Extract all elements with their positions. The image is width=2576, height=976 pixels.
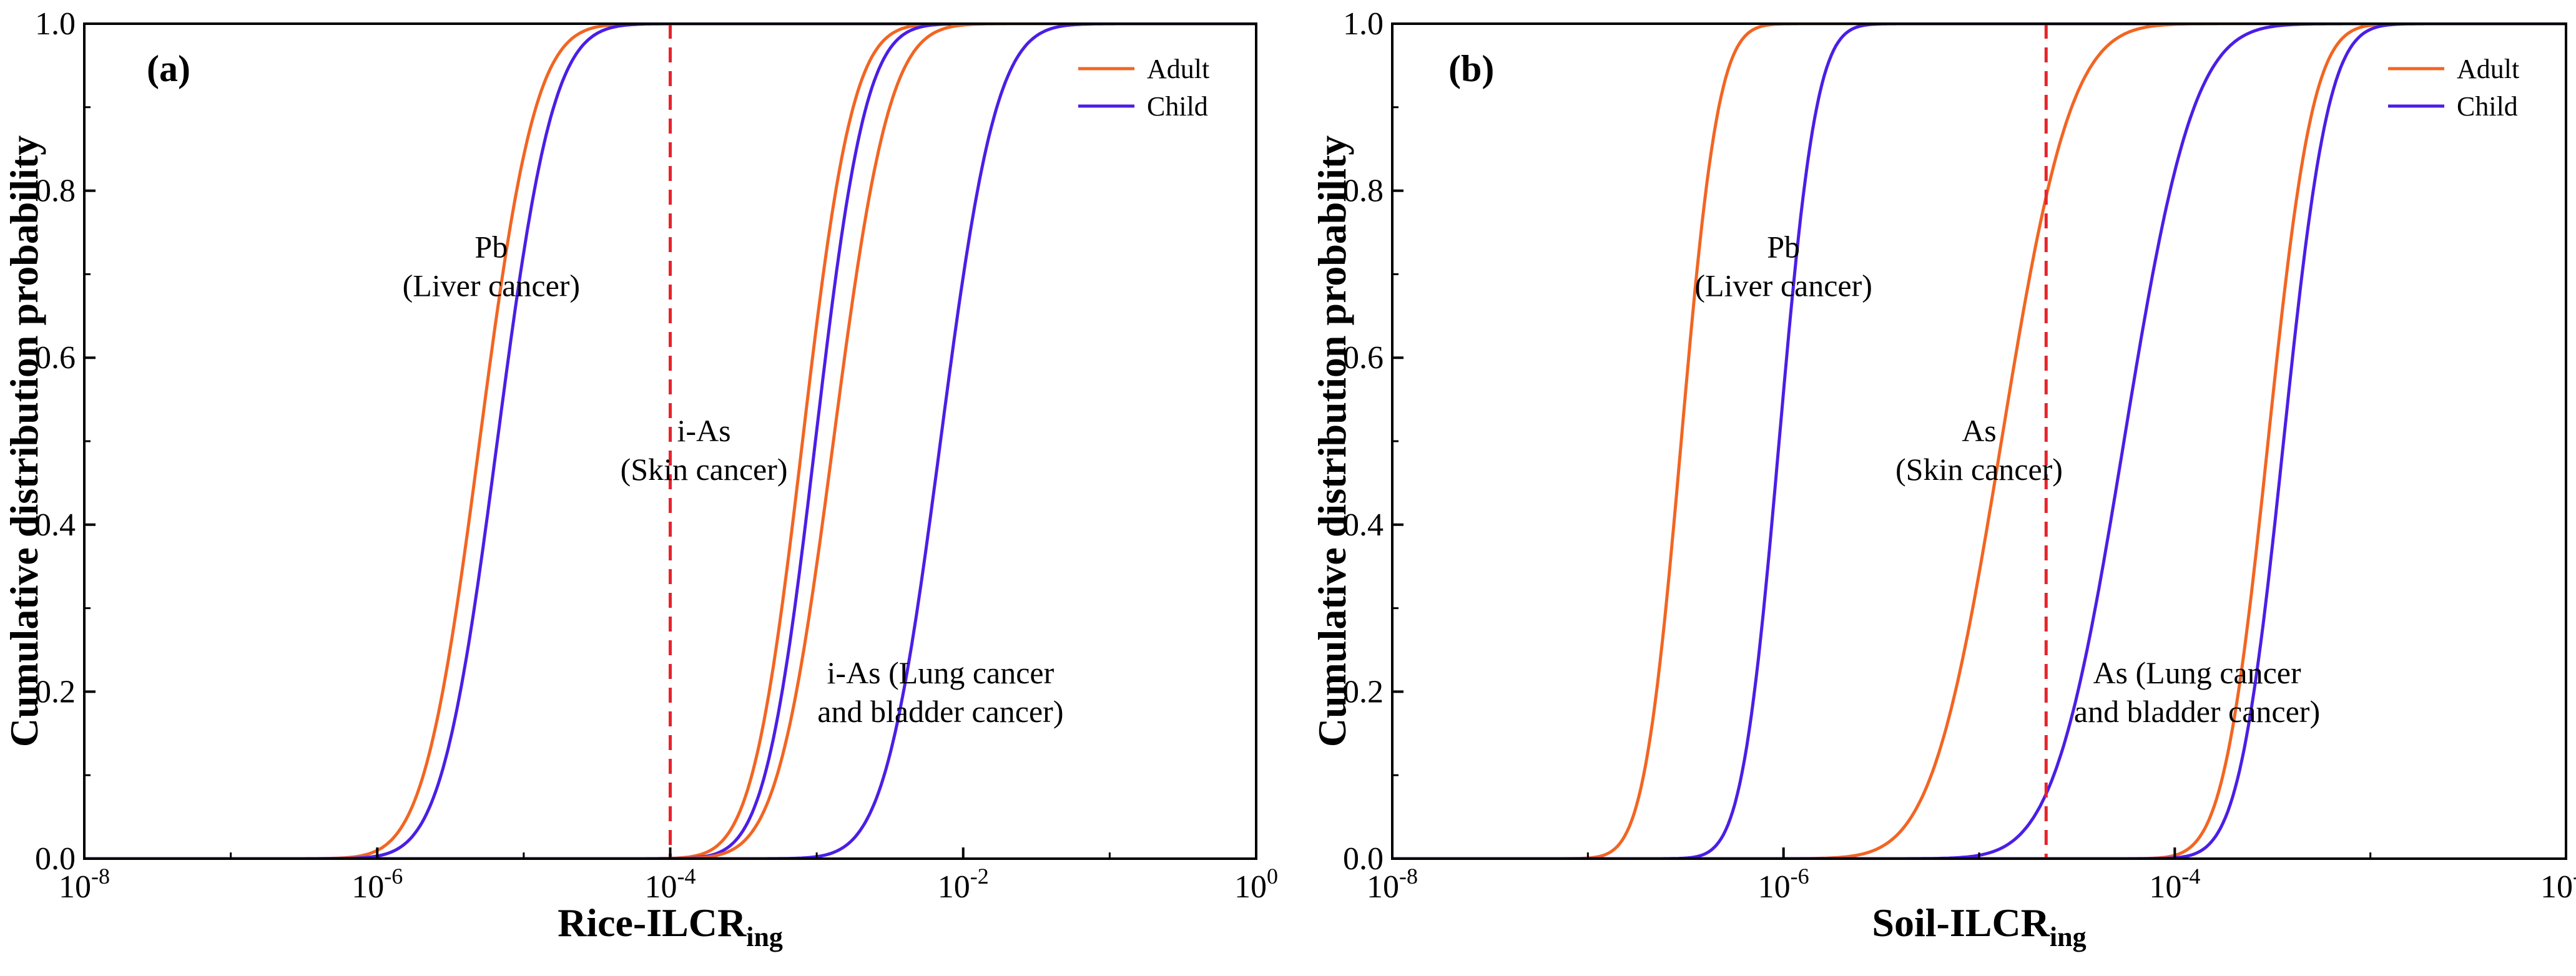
panel-b-x-tick-label: 10-8	[1367, 864, 1418, 905]
panel-a-chart: 0.0 0.2 0.4 0.6 0.8 1.0 10-8 10-6 10-4 10-2 100 Ric…	[2, 6, 1278, 952]
panel-b-x-axis-title: Soil-ILCRing	[1872, 900, 2086, 952]
panel-b-y-tick-label: 1.0	[1343, 6, 1384, 42]
panel-a-x-tick-label: 100	[1234, 864, 1278, 905]
panel-b-legend-label-adult: Adult	[2457, 54, 2519, 84]
panel-b-chart: 0.0 0.2 0.4 0.6 0.8 1.0 10-8 10-6 10-4 10-2 Soil-I…	[1310, 6, 2576, 952]
panel-b-x-tick-label: 10-2	[2540, 864, 2576, 905]
panel-b-y-axis-title: Cumulative distribution probability	[1310, 135, 1354, 747]
panel-a-annotation-1: i-As (Skin cancer)	[621, 413, 788, 487]
panel-b-y-tick-label: 0.0	[1343, 841, 1384, 877]
panel-a-y-tick-label: 0.0	[35, 841, 76, 877]
panel-a-legend-label-child: Child	[1147, 91, 1208, 122]
panel-a-x-tick-label: 10-6	[351, 864, 403, 905]
panel-b-series-child-5	[1392, 24, 2566, 859]
panel-a-y-tick-label: 0.6	[35, 340, 76, 376]
panel-a-annotation-0: Pb (Liver cancer)	[403, 230, 581, 303]
panel-b-annotation-2: As (Lung cancer and bladder cancer)	[2074, 655, 2320, 729]
panel-a-x-tick-label: 10-2	[938, 864, 989, 905]
panel-b-x-tick-label: 10-4	[2149, 864, 2200, 905]
panel-a-y-tick-label: 0.8	[35, 173, 76, 209]
panel-a-x-axis-title: Rice-ILCRing	[558, 900, 783, 952]
panel-a-panel-label: (a)	[147, 48, 190, 89]
panel-b-y-tick-label: 0.2	[1343, 674, 1384, 710]
panel-a-x-tick-label: 10-8	[59, 864, 110, 905]
panel-a-x-tick-label: 10-4	[645, 864, 696, 905]
panel-a-y-axis-title: Cumulative distribution probability	[2, 135, 46, 747]
panel-b-y-tick-label: 0.8	[1343, 173, 1384, 209]
panel-b-panel-label: (b)	[1448, 48, 1494, 89]
panel-b-y-tick-label: 0.6	[1343, 340, 1384, 376]
panel-b-series-adult-2	[1392, 24, 2566, 859]
panel-b-annotation-0: Pb (Liver cancer)	[1694, 230, 1872, 303]
panel-b-y-tick-label: 0.4	[1343, 507, 1384, 543]
panel-b-legend-label-child: Child	[2457, 91, 2518, 122]
panel-b-series-adult-4	[1392, 24, 2566, 859]
panel-a-series-child-5	[84, 24, 1256, 859]
panel-b-annotation-1: As (Skin cancer)	[1895, 413, 2063, 487]
panel-b-x-tick-label: 10-6	[1758, 864, 1809, 905]
panel-a-legend-label-adult: Adult	[1147, 54, 1209, 84]
panel-a-y-tick-label: 0.2	[35, 674, 76, 710]
panel-a-y-tick-label: 0.4	[35, 507, 76, 543]
panel-a-annotation-2: i-As (Lung cancer and bladder cancer)	[817, 655, 1063, 729]
panel-a-y-tick-label: 1.0	[35, 6, 76, 42]
